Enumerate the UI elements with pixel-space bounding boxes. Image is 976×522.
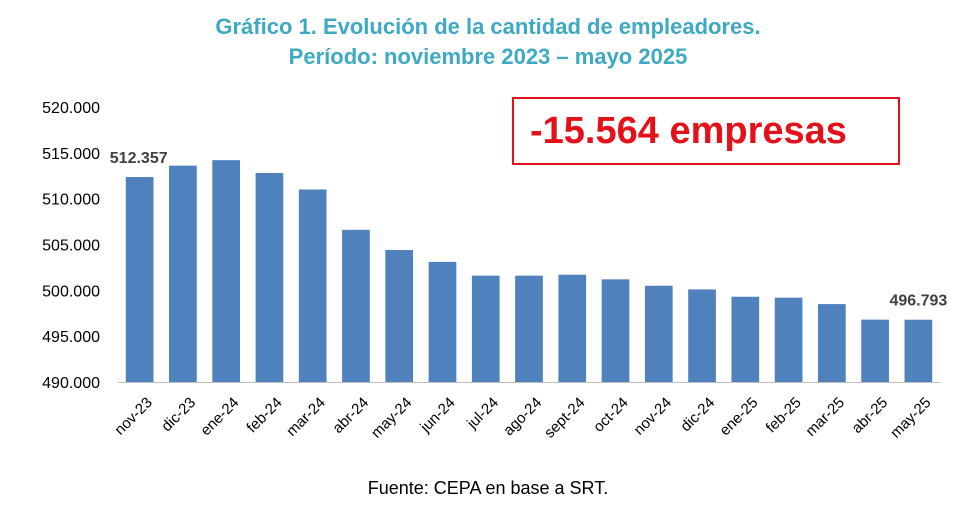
x-tick-label: feb-25 <box>763 394 805 436</box>
y-tick-label: 505.000 <box>42 238 100 255</box>
bar-may-25 <box>904 319 933 382</box>
x-tick-label: nov-23 <box>111 394 155 438</box>
y-tick-label: 495.000 <box>42 329 100 346</box>
data-label: 496.793 <box>889 293 947 310</box>
bar-dic-23 <box>169 165 197 382</box>
y-tick-label: 515.000 <box>42 146 100 163</box>
bar-feb-25 <box>774 297 803 382</box>
bar-ago-24 <box>515 275 543 382</box>
x-tick-label: feb-24 <box>244 394 286 436</box>
x-tick-label: abr-24 <box>329 394 372 437</box>
y-tick-label: 520.000 <box>42 100 100 117</box>
x-tick-label: dic-24 <box>677 394 718 435</box>
bar-chart: 490.000 495.000 500.000 505.000 510.000 515.0… <box>42 100 947 442</box>
x-tick-label: abr-25 <box>849 394 892 437</box>
bar-jun-24 <box>428 261 457 382</box>
bar-sept-24 <box>558 274 587 382</box>
chart-title-line1: Gráfico 1. Evolución de la cantidad de e… <box>215 14 761 39</box>
x-tick-label: sept-24 <box>541 394 588 441</box>
bar-mar-24 <box>298 189 327 382</box>
x-tick-label: dic-23 <box>158 394 199 435</box>
y-tick-label: 510.000 <box>42 192 100 209</box>
bar-ene-24 <box>212 160 241 382</box>
x-tick-label: may-24 <box>368 394 415 441</box>
chart-title: Gráfico 1. Evolución de la cantidad de e… <box>0 12 976 72</box>
data-label: 512.357 <box>110 150 168 167</box>
bar-abr-25 <box>861 319 889 382</box>
bar-abr-24 <box>342 229 370 382</box>
bar-may-24 <box>385 250 414 382</box>
y-tick-label: 490.000 <box>42 375 100 392</box>
y-tick-label: 500.000 <box>42 283 100 300</box>
bar-ene-25 <box>731 296 760 382</box>
x-tick-label: jun-24 <box>416 394 458 436</box>
x-tick-label: nov-24 <box>631 394 675 438</box>
chart-subtitle: Período: noviembre 2023 – mayo 2025 <box>288 44 688 69</box>
x-tick-label: jul-24 <box>463 394 502 433</box>
x-tick-label: mar-25 <box>802 394 848 440</box>
difference-callout: -15.564 empresas <box>512 97 900 165</box>
bar-nov-23 <box>125 177 154 382</box>
x-tick-label: ene-25 <box>716 394 761 439</box>
bar-jul-24 <box>471 275 500 382</box>
x-tick-label: oct-24 <box>590 394 632 436</box>
bar-dic-24 <box>688 289 716 382</box>
bar-feb-24 <box>255 173 284 382</box>
x-tick-label: mar-24 <box>283 394 329 440</box>
bar-mar-25 <box>817 304 846 382</box>
source-note: Fuente: CEPA en base a SRT. <box>367 478 609 498</box>
bar-nov-24 <box>644 285 673 382</box>
x-tick-label: may-25 <box>887 394 934 441</box>
x-tick-label: ago-24 <box>500 394 545 439</box>
x-tick-label: ene-24 <box>197 394 242 439</box>
bar-oct-24 <box>601 279 630 382</box>
difference-callout-text: -15.564 empresas <box>530 109 847 152</box>
